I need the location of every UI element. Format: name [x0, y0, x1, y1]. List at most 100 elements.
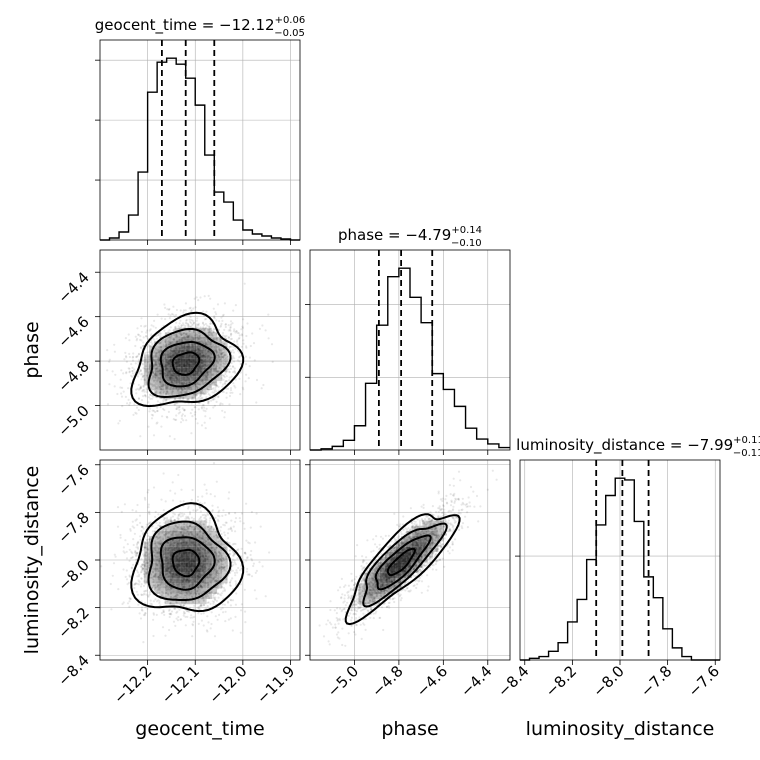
sample-point [215, 400, 218, 403]
sample-point [174, 398, 177, 401]
sample-point [207, 402, 210, 405]
sample-point [250, 549, 253, 553]
sample-point [125, 550, 128, 553]
sample-point [131, 359, 135, 362]
sample-point [140, 583, 143, 586]
density-cell [180, 381, 186, 386]
sample-point [190, 322, 193, 325]
sample-point [165, 389, 169, 393]
sample-point [222, 378, 225, 381]
sample-point [111, 370, 114, 373]
sample-point [140, 558, 143, 561]
sample-point [174, 624, 177, 628]
sample-point [150, 341, 153, 344]
sample-point [191, 408, 194, 411]
sample-point [185, 382, 189, 385]
sample-point [143, 352, 146, 355]
sample-point [179, 334, 183, 337]
sample-point [166, 390, 169, 393]
sample-point [147, 396, 151, 399]
sample-point [142, 385, 145, 388]
sample-point [262, 383, 265, 387]
sample-point [221, 319, 224, 322]
sample-point [154, 359, 157, 362]
sample-point [164, 340, 167, 343]
sample-point [152, 363, 155, 366]
sample-point [188, 511, 192, 514]
sample-point [233, 340, 236, 343]
sample-point [229, 323, 233, 326]
sample-point [205, 407, 208, 410]
sample-point [139, 521, 142, 525]
sample-point [212, 406, 215, 409]
sample-point [214, 388, 217, 391]
panel-title-luminosity_distance: luminosity_distance = −7.99+0.11−0.11 [516, 435, 760, 459]
sample-point [166, 416, 169, 419]
sample-point [224, 323, 227, 326]
sample-point [154, 368, 157, 371]
sample-point [132, 563, 135, 566]
sample-point [151, 414, 155, 417]
sample-point [202, 612, 205, 615]
density-cell [170, 350, 176, 355]
sample-point [135, 510, 138, 513]
density-cell [175, 345, 181, 350]
density-cell [164, 363, 170, 368]
sample-point [221, 385, 224, 388]
sample-point [134, 411, 137, 414]
sample-point [197, 397, 200, 400]
sample-point [197, 408, 200, 411]
sample-point [168, 317, 171, 320]
sample-point [145, 370, 148, 373]
sample-point [207, 334, 210, 337]
sample-point [152, 351, 156, 354]
sample-point [182, 396, 185, 399]
sample-point [173, 339, 176, 342]
sample-point [233, 328, 236, 331]
sample-point [162, 365, 165, 368]
sample-point [163, 613, 166, 617]
sample-point [143, 378, 146, 381]
sample-point [116, 392, 119, 396]
sample-point [157, 371, 160, 374]
sample-point [184, 395, 187, 398]
sample-point [142, 527, 145, 530]
sample-point [227, 336, 230, 339]
sample-point [221, 409, 224, 412]
sample-point [241, 325, 244, 328]
sample-point [135, 339, 138, 342]
density-cell [143, 372, 149, 377]
sample-point [206, 605, 209, 608]
sample-point [180, 339, 183, 342]
sample-point [224, 620, 227, 623]
sample-point [264, 595, 267, 598]
sample-point [123, 358, 126, 361]
sample-point [155, 600, 159, 603]
sample-point [190, 335, 193, 338]
sample-point [209, 351, 212, 354]
sample-point [152, 325, 155, 328]
sample-point [171, 390, 174, 393]
sample-point [173, 329, 176, 332]
histogram-luminosity_distance [520, 477, 720, 661]
sample-point [203, 327, 206, 330]
sample-point [108, 360, 111, 363]
sample-point [142, 336, 145, 339]
sample-point [205, 310, 208, 313]
sample-point [212, 331, 215, 334]
density-cell [217, 376, 223, 382]
sample-point [193, 297, 196, 300]
sample-point [210, 622, 213, 626]
sample-point [200, 619, 203, 622]
sample-point [158, 363, 161, 366]
sample-point [169, 388, 172, 391]
sample-point [206, 379, 209, 382]
sample-point [145, 331, 148, 334]
sample-point [108, 383, 111, 386]
sample-point [238, 377, 241, 380]
sample-point [128, 339, 131, 342]
sample-point [242, 522, 245, 525]
sample-point [190, 309, 193, 312]
sample-point [127, 398, 130, 401]
sample-point [137, 583, 141, 586]
